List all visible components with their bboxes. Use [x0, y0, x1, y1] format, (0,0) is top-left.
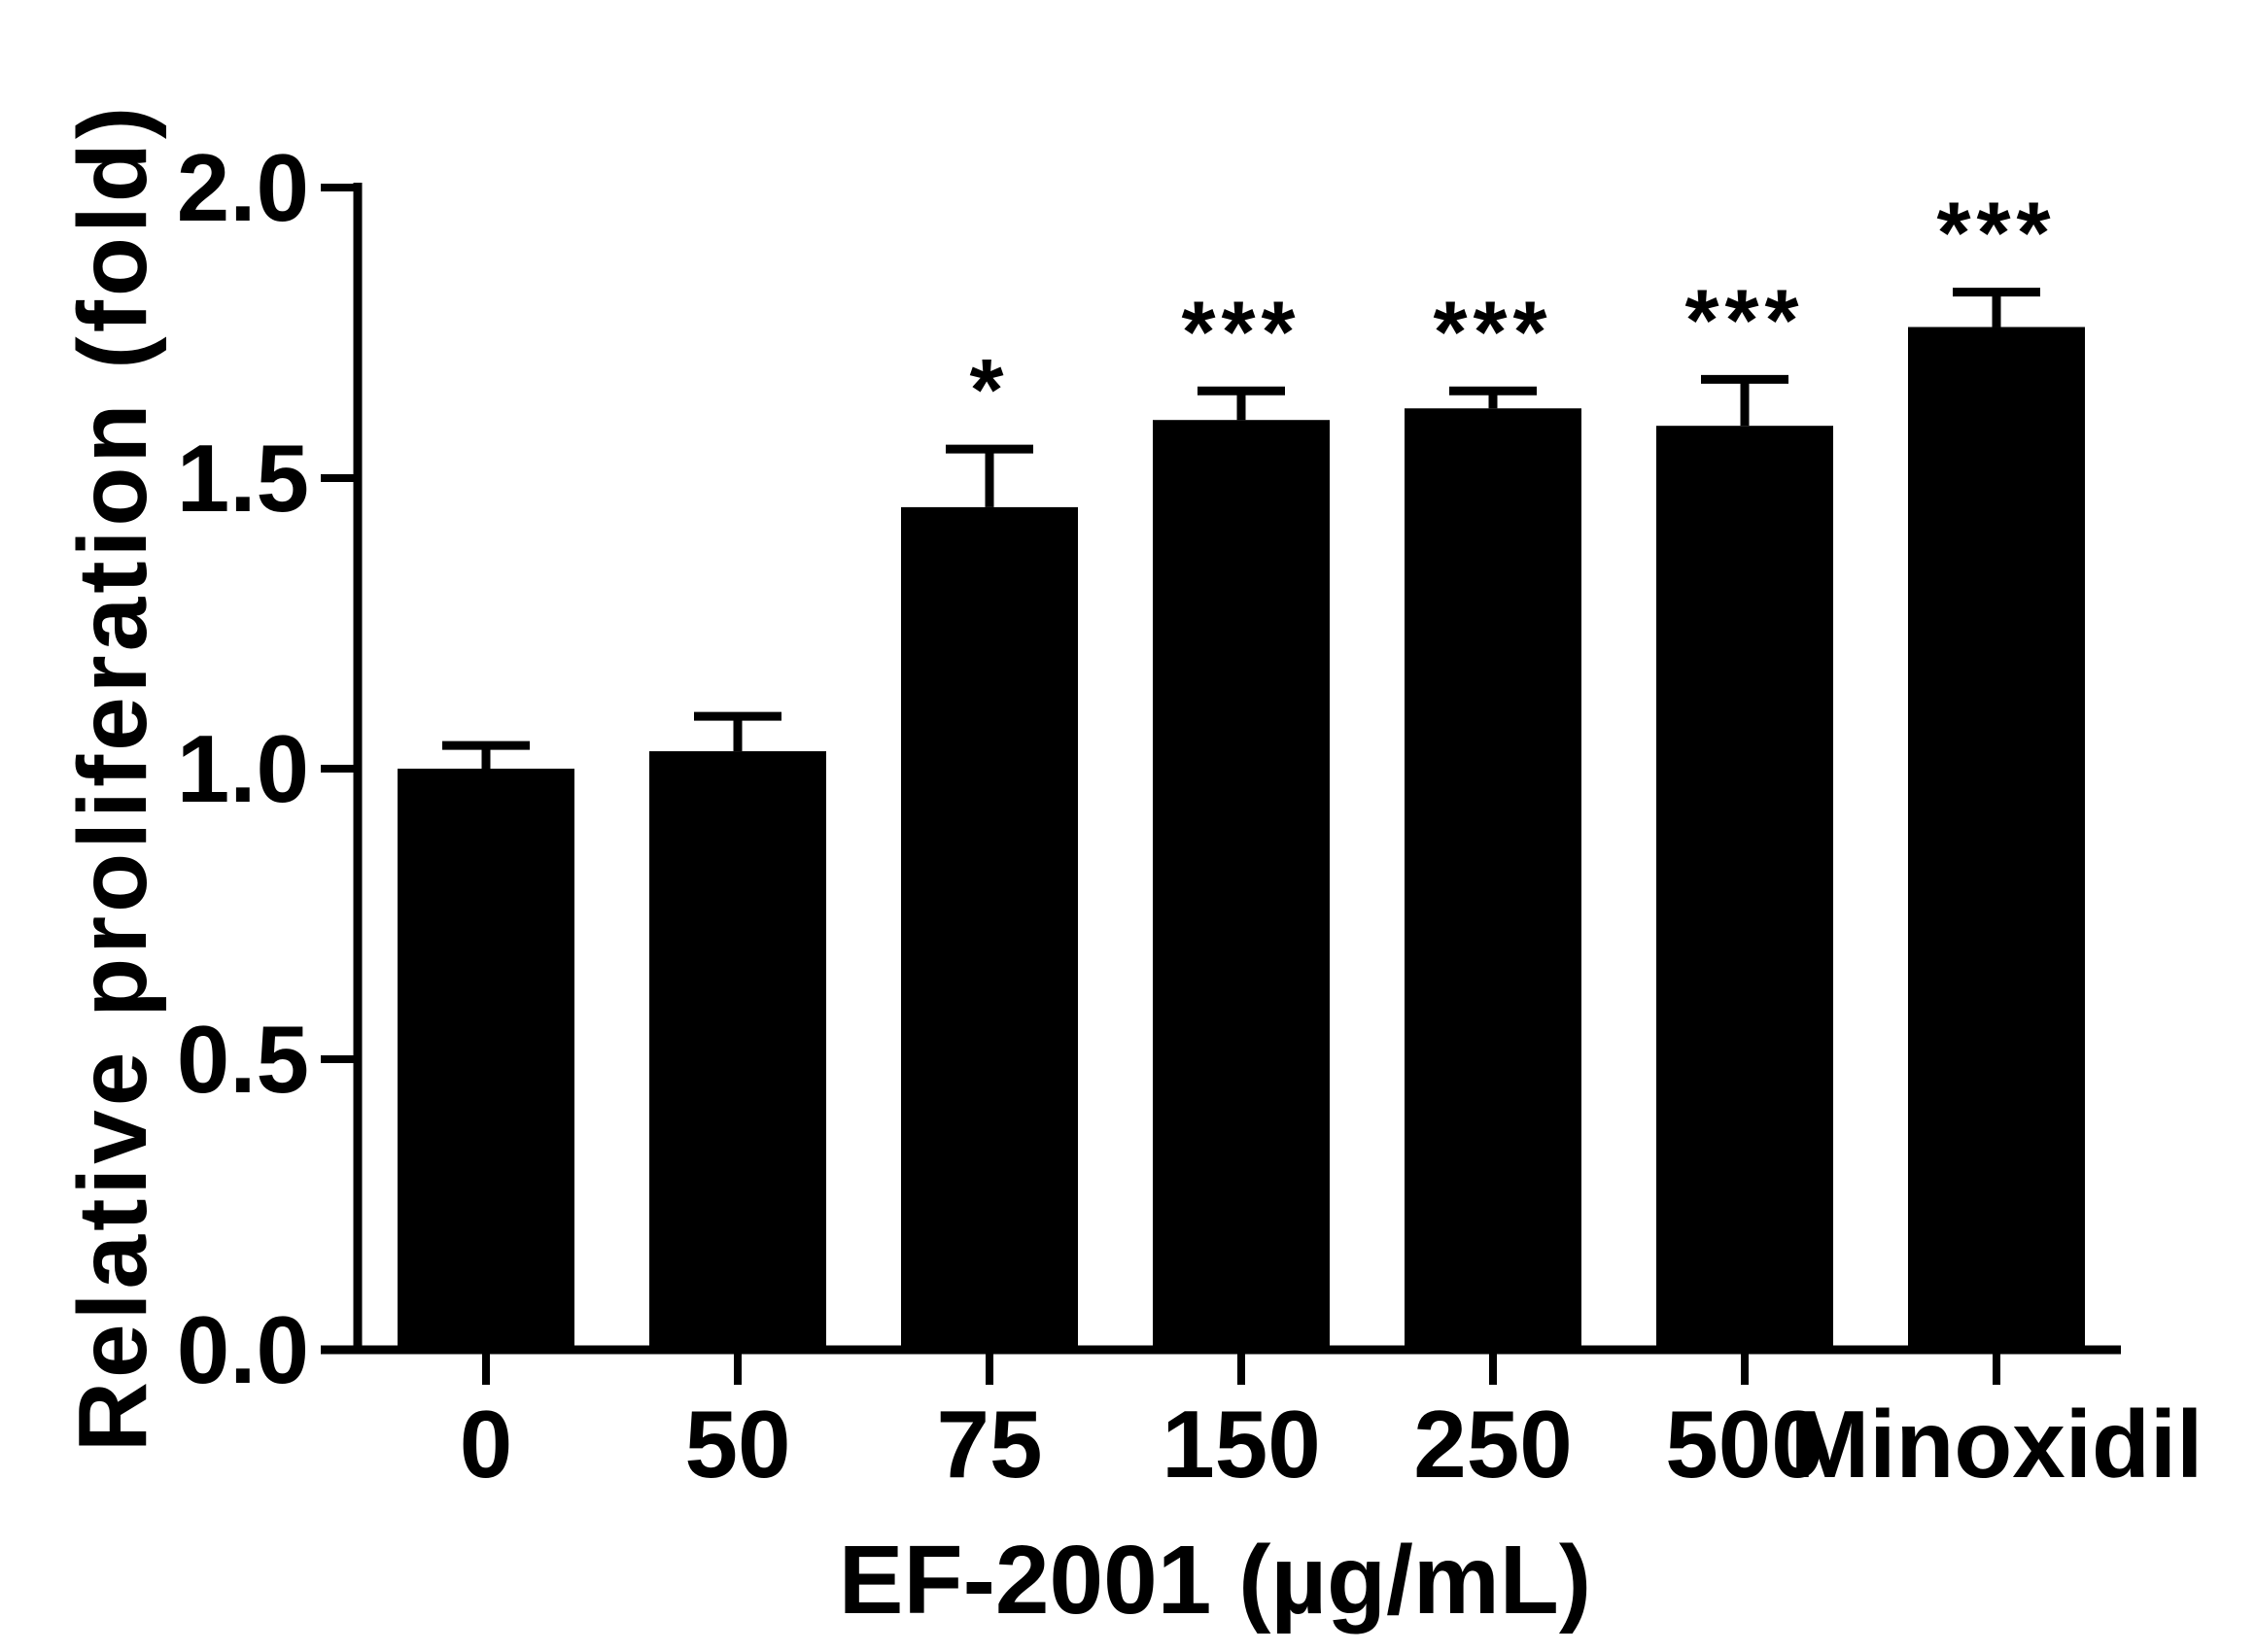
x-tick-label: Minoxidil	[1790, 1391, 2204, 1497]
x-tick-label: 50	[684, 1391, 790, 1497]
y-tick-label: 0.0	[177, 1296, 309, 1403]
bars-layer	[398, 327, 2085, 1350]
significance-layer: **** *** ******	[969, 186, 2056, 439]
y-tick-label: 2.0	[177, 134, 309, 241]
y-ticks-layer: 0.0 0.5 1.0 1.5 2.0	[177, 134, 358, 1403]
x-axis-title: EF-2001 (µg/mL)	[839, 1526, 1591, 1635]
significance-marker: ***	[1936, 186, 2056, 283]
x-tick-label: 0	[460, 1391, 513, 1497]
bar	[1656, 426, 1833, 1350]
bar	[1405, 408, 1581, 1350]
significance-marker: ***	[1433, 284, 1552, 381]
significance-marker: ***	[1181, 284, 1301, 381]
y-tick-label: 1.5	[177, 425, 309, 532]
y-tick-label: 0.5	[177, 1006, 309, 1113]
x-tick-label: 75	[936, 1391, 1042, 1497]
error-bars-layer	[442, 288, 2040, 769]
significance-marker: *	[969, 342, 1009, 439]
bar	[901, 506, 1078, 1350]
x-tick-label: 150	[1162, 1391, 1321, 1497]
bar	[1153, 420, 1330, 1350]
x-tick-label: 250	[1413, 1391, 1573, 1497]
bar	[649, 751, 826, 1350]
bar	[1908, 327, 2085, 1350]
y-tick-label: 1.0	[177, 715, 309, 822]
x-tick-label: 500	[1665, 1391, 1824, 1497]
significance-marker: ***	[1684, 272, 1804, 369]
bar	[398, 769, 574, 1350]
y-axis-title: Relative proliferation (fold)	[58, 103, 167, 1452]
